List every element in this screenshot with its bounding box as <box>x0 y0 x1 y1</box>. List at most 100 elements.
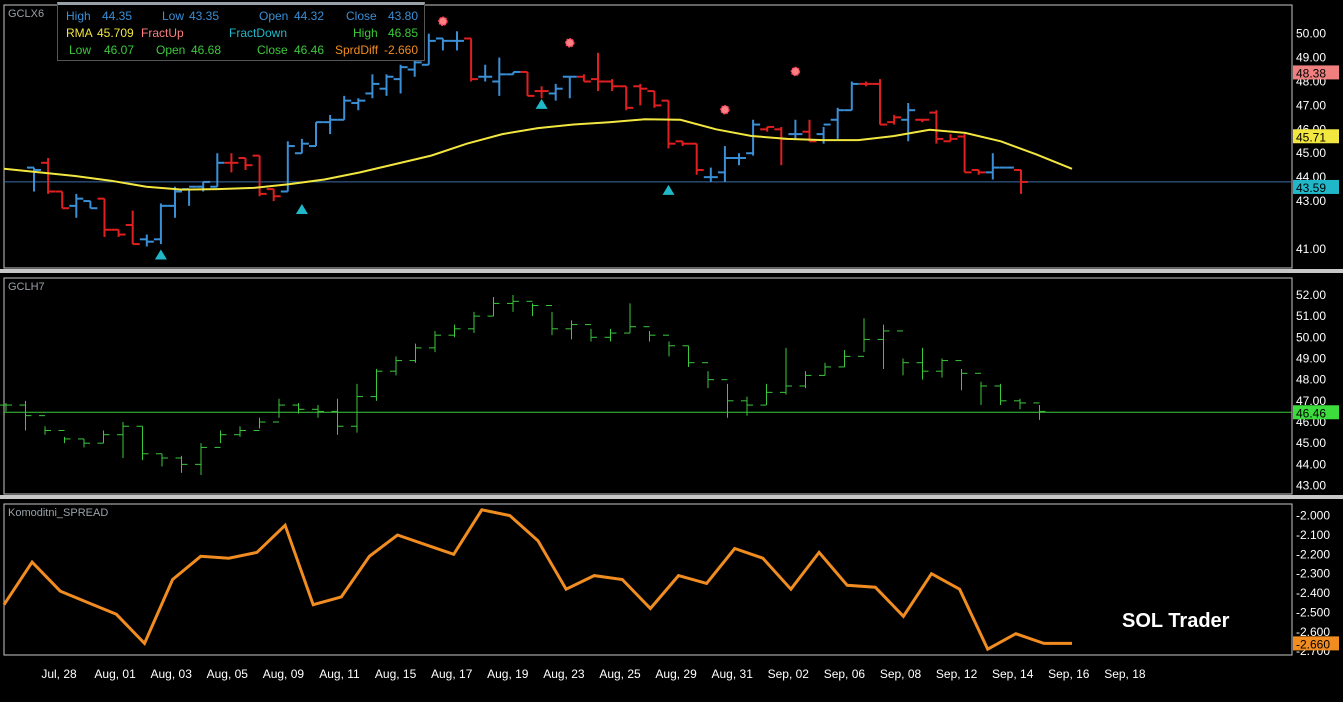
ohlc-bar-gclx6 <box>717 146 732 182</box>
y-tick-label-p3-4: -2.400 <box>1296 586 1330 600</box>
fractal-down-marker <box>295 204 308 215</box>
ohlc-bar-gclx6 <box>746 119 761 156</box>
ohlc-bar-gclh7 <box>643 326 656 342</box>
ohlc-bar-gclx6 <box>971 168 986 175</box>
ohlc-bar-gclx6 <box>365 74 380 99</box>
ohlc-bar-gclh7 <box>390 356 402 376</box>
ohlc-bar-gclh7 <box>819 362 831 376</box>
ohlc-bar-gclh7 <box>955 360 968 391</box>
info-open2-label: Open <box>156 43 186 57</box>
ohlc-bar-gclx6 <box>55 190 70 210</box>
ohlc-bar-gclh7 <box>799 371 812 389</box>
ohlc-bar-gclx6 <box>97 197 112 237</box>
price-tag-p1-1 <box>1293 129 1339 144</box>
info-high-value: 44.35 <box>102 9 133 23</box>
x-tick-label: Aug, 01 <box>94 667 136 681</box>
ohlc-bar-gclx6 <box>774 126 789 166</box>
ohlc-bar-gclx6 <box>83 200 98 210</box>
ohlc-bar-gclx6 <box>943 134 958 143</box>
ohlc-bar-gclx6 <box>407 59 422 77</box>
price-tag-p1-2 <box>1293 179 1339 194</box>
ohlc-bar-gclh7 <box>546 305 558 336</box>
ohlc-bar-gclh7 <box>838 350 851 368</box>
rma-line <box>3 118 1073 191</box>
ohlc-bar-gclh7 <box>624 303 636 334</box>
fractal-up-marker <box>790 66 801 77</box>
ohlc-bar-gclh7 <box>253 417 266 431</box>
info-spread-label: SprdDiff <box>335 43 379 57</box>
ohlc-bar-gclh7 <box>273 398 285 423</box>
fractal-up-marker <box>565 38 575 48</box>
y-tick-label-p3-2: -2.200 <box>1296 547 1330 561</box>
ohlc-bar-gclx6 <box>294 138 309 155</box>
x-tick-label: Sep, 02 <box>768 667 810 681</box>
ohlc-bar-gclx6 <box>915 118 930 123</box>
ohlc-bar-gclx6 <box>464 37 479 82</box>
pane-frame-2 <box>3 277 1293 495</box>
ohlc-bar-gclx6 <box>323 114 338 135</box>
ohlc-bar-gclh7 <box>0 402 12 412</box>
ohlc-bar-gclh7 <box>1014 398 1026 410</box>
fractal-down-marker <box>662 184 675 195</box>
pane-frame-3 <box>3 503 1293 656</box>
ohlc-bar-gclx6 <box>957 134 972 174</box>
ohlc-bar-gclx6 <box>450 31 464 51</box>
x-tick-label: Sep, 06 <box>824 667 866 681</box>
ohlc-bar-gclx6 <box>224 153 239 173</box>
y-tick-label-p2-2: 45.00 <box>1296 436 1326 450</box>
ohlc-bar-gclx6 <box>802 119 817 143</box>
info-low-value: 43.35 <box>189 9 220 23</box>
ohlc-bar-gclh7 <box>19 400 32 431</box>
info-open-value: 44.32 <box>294 9 325 23</box>
ohlc-bar-gclx6 <box>309 121 323 148</box>
info-rma-value: 45.709 <box>97 26 134 40</box>
ohlc-bar-gclx6 <box>576 74 591 83</box>
fractal-up-marker <box>720 105 730 115</box>
pane1-title: GCLX6 <box>8 8 44 20</box>
ohlc-bar-gclx6 <box>534 86 549 99</box>
info-fractdown-label: FractDown <box>229 26 288 40</box>
price-tag-label-p2-0: 46.46 <box>1296 406 1326 420</box>
ohlc-bar-gclx6 <box>732 153 746 166</box>
y-tick-label-p3-6: -2.600 <box>1296 625 1330 639</box>
y-tick-label-p1-0: 41.00 <box>1296 242 1326 256</box>
pane-frame-1 <box>3 4 1293 269</box>
ohlc-bar-gclx6 <box>562 75 577 99</box>
ohlc-bar-gclx6 <box>675 140 690 147</box>
ohlc-bar-gclx6 <box>478 64 493 82</box>
ohlc-bar-gclh7 <box>507 294 519 312</box>
ohlc-bar-gclx6 <box>661 99 676 149</box>
ohlc-bar-gclh7 <box>760 383 773 406</box>
ohlc-bar-gclx6 <box>830 107 845 139</box>
ohlc-bar-gclx6 <box>435 37 450 51</box>
ohlc-bar-gclh7 <box>312 405 324 418</box>
y-tick-label-p3-3: -2.300 <box>1296 567 1330 581</box>
fractal-down-marker <box>535 98 548 109</box>
price-tag-p3-0 <box>1293 636 1339 651</box>
x-tick-label: Sep, 08 <box>880 667 922 681</box>
ohlc-bar-gclx6 <box>238 157 253 170</box>
y-tick-label-p3-5: -2.500 <box>1296 605 1330 619</box>
x-tick-label: Sep, 18 <box>1104 667 1146 681</box>
ohlc-bar-gclx6 <box>111 228 126 237</box>
ohlc-bar-gclh7 <box>448 324 461 338</box>
ohlc-bar-gclh7 <box>526 300 539 317</box>
x-tick-label: Aug, 05 <box>207 667 249 681</box>
x-tick-label: Aug, 17 <box>431 667 473 681</box>
ohlc-bar-gclh7 <box>741 396 753 416</box>
ohlc-bar-gclx6 <box>844 81 859 112</box>
ohlc-bar-gclx6 <box>351 98 366 111</box>
y-tick-label-p3-0: -2.000 <box>1296 509 1330 523</box>
info-low2-value: 46.07 <box>104 43 135 57</box>
price-tag-label-p1-2: 43.59 <box>1296 181 1326 195</box>
ohlc-bar-gclh7 <box>702 362 714 389</box>
x-tick-label: Aug, 29 <box>655 667 697 681</box>
ohlc-bar-gclx6 <box>252 154 267 197</box>
ohlc-bar-gclh7 <box>565 320 578 340</box>
fractal-down-marker <box>154 249 167 260</box>
info-high2-label: High <box>353 26 378 40</box>
ohlc-bar-gclh7 <box>175 455 188 473</box>
price-tag-p1-0 <box>1293 65 1339 80</box>
ohlc-bar-gclx6 <box>858 81 873 87</box>
ohlc-bar-gclx6 <box>168 186 182 218</box>
